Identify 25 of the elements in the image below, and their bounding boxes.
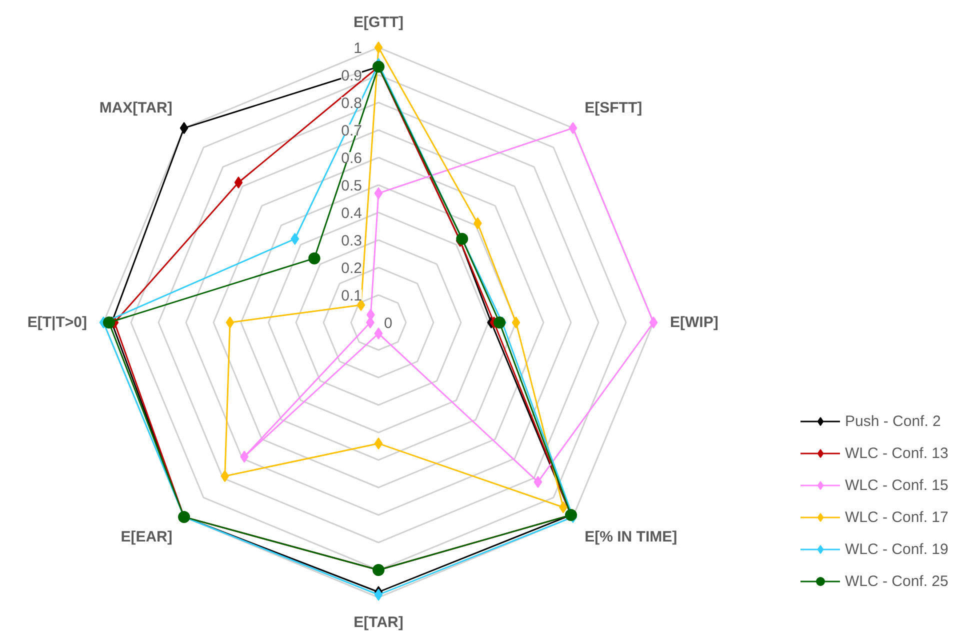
- y-tick-label: 0: [384, 315, 392, 332]
- spoke-label: E[T|T>0]: [27, 314, 88, 331]
- y-tick-label: 0.1: [341, 288, 362, 304]
- spoke-label: E[WIP]: [670, 314, 718, 331]
- y-tick-label: 1: [354, 40, 362, 57]
- legend-label: WLC - Conf. 19: [845, 540, 948, 558]
- legend-label: WLC - Conf. 17: [845, 508, 948, 526]
- y-tick-label: 0.4: [341, 205, 362, 222]
- legend-label: Push - Conf. 2: [845, 412, 941, 430]
- legend-label: WLC - Conf. 25: [845, 572, 948, 590]
- y-tick-label: 0.6: [341, 150, 362, 167]
- spoke-label: E[% IN TIME]: [584, 528, 678, 546]
- y-tick-label: 0.9: [341, 68, 362, 84]
- y-tick-label: 0.7: [341, 122, 362, 140]
- legend-label: WLC - Conf. 15: [845, 476, 948, 494]
- legend-label: WLC - Conf. 13: [845, 444, 948, 462]
- spoke-label: E[GTT]: [354, 14, 404, 31]
- y-tick-label: 0.8: [341, 95, 362, 112]
- y-tick-label: 0.2: [341, 260, 362, 277]
- spoke-label: MAX[TAR]: [99, 99, 172, 116]
- y-tick-label: 0.5: [341, 178, 362, 194]
- y-tick-label: 0.3: [341, 232, 362, 250]
- spoke-label: E[EAR]: [120, 528, 172, 546]
- spoke-label: E[TAR]: [354, 614, 404, 631]
- spoke-label: E[SFTT]: [584, 99, 642, 116]
